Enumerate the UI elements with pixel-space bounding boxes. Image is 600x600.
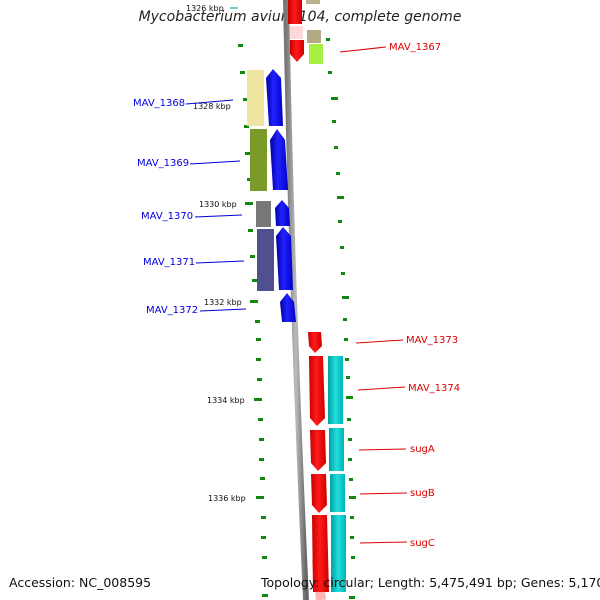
tick-label-1326: 1326 kbp	[186, 4, 224, 13]
tick-label-1332: 1332 kbp	[204, 298, 242, 307]
gene-label-MAV_1367[interactable]: MAV_1367	[389, 42, 441, 53]
cds-arrow-sugA[interactable]	[310, 430, 326, 471]
label-leaders	[185, 46, 408, 544]
cds-arrow-MAV_1373[interactable]	[308, 332, 322, 353]
cds-arrow-MAV_1369[interactable]	[270, 129, 288, 190]
genome-summary-text: Topology: circular; Length: 5,475,491 bp…	[261, 575, 600, 590]
scale-ticks-left	[238, 44, 268, 597]
gene-label-MAV_1372[interactable]: MAV_1372	[146, 305, 198, 316]
gene-label-MAV_1373[interactable]: MAV_1373	[406, 335, 458, 346]
cds-arrow-MAV_1368[interactable]	[266, 69, 283, 126]
gene-label-sugB[interactable]: sugB	[410, 488, 435, 499]
gene-label-MAV_1371[interactable]: MAV_1371	[143, 257, 195, 268]
tick-label-1328: 1328 kbp	[193, 102, 231, 111]
gene-label-MAV_1369[interactable]: MAV_1369	[137, 158, 189, 169]
forward-color-blocks	[247, 70, 274, 291]
accession-text: Accession: NC_008595	[9, 575, 152, 590]
gene-label-MAV_1368[interactable]: MAV_1368	[133, 98, 185, 109]
cds-arrow-sugB[interactable]	[311, 474, 327, 513]
cds-arrow-MAV_1370[interactable]	[275, 200, 290, 226]
tick-mark-1326	[230, 7, 238, 9]
cds-arrow-sugC[interactable]	[312, 515, 329, 592]
cds-arrow-MAV_1374[interactable]	[309, 356, 325, 426]
tick-label-1330: 1330 kbp	[199, 200, 237, 209]
cds-arrow-MAV_1371[interactable]	[276, 227, 293, 290]
scale-ticks-right	[326, 38, 356, 599]
tick-label-1334: 1334 kbp	[207, 396, 245, 405]
gene-label-MAV_1374[interactable]: MAV_1374	[408, 383, 460, 394]
gene-feature-MAV_1367[interactable]	[288, 0, 323, 64]
gene-label-sugC[interactable]: sugC	[410, 538, 435, 549]
genome-backbone	[283, 0, 309, 600]
gene-label-sugA[interactable]: sugA	[410, 444, 435, 455]
reverse-color-blocks	[328, 356, 346, 592]
cds-arrow-MAV_1372[interactable]	[280, 293, 296, 322]
tick-label-1336: 1336 kbp	[208, 494, 246, 503]
gene-label-MAV_1370[interactable]: MAV_1370	[141, 211, 193, 222]
